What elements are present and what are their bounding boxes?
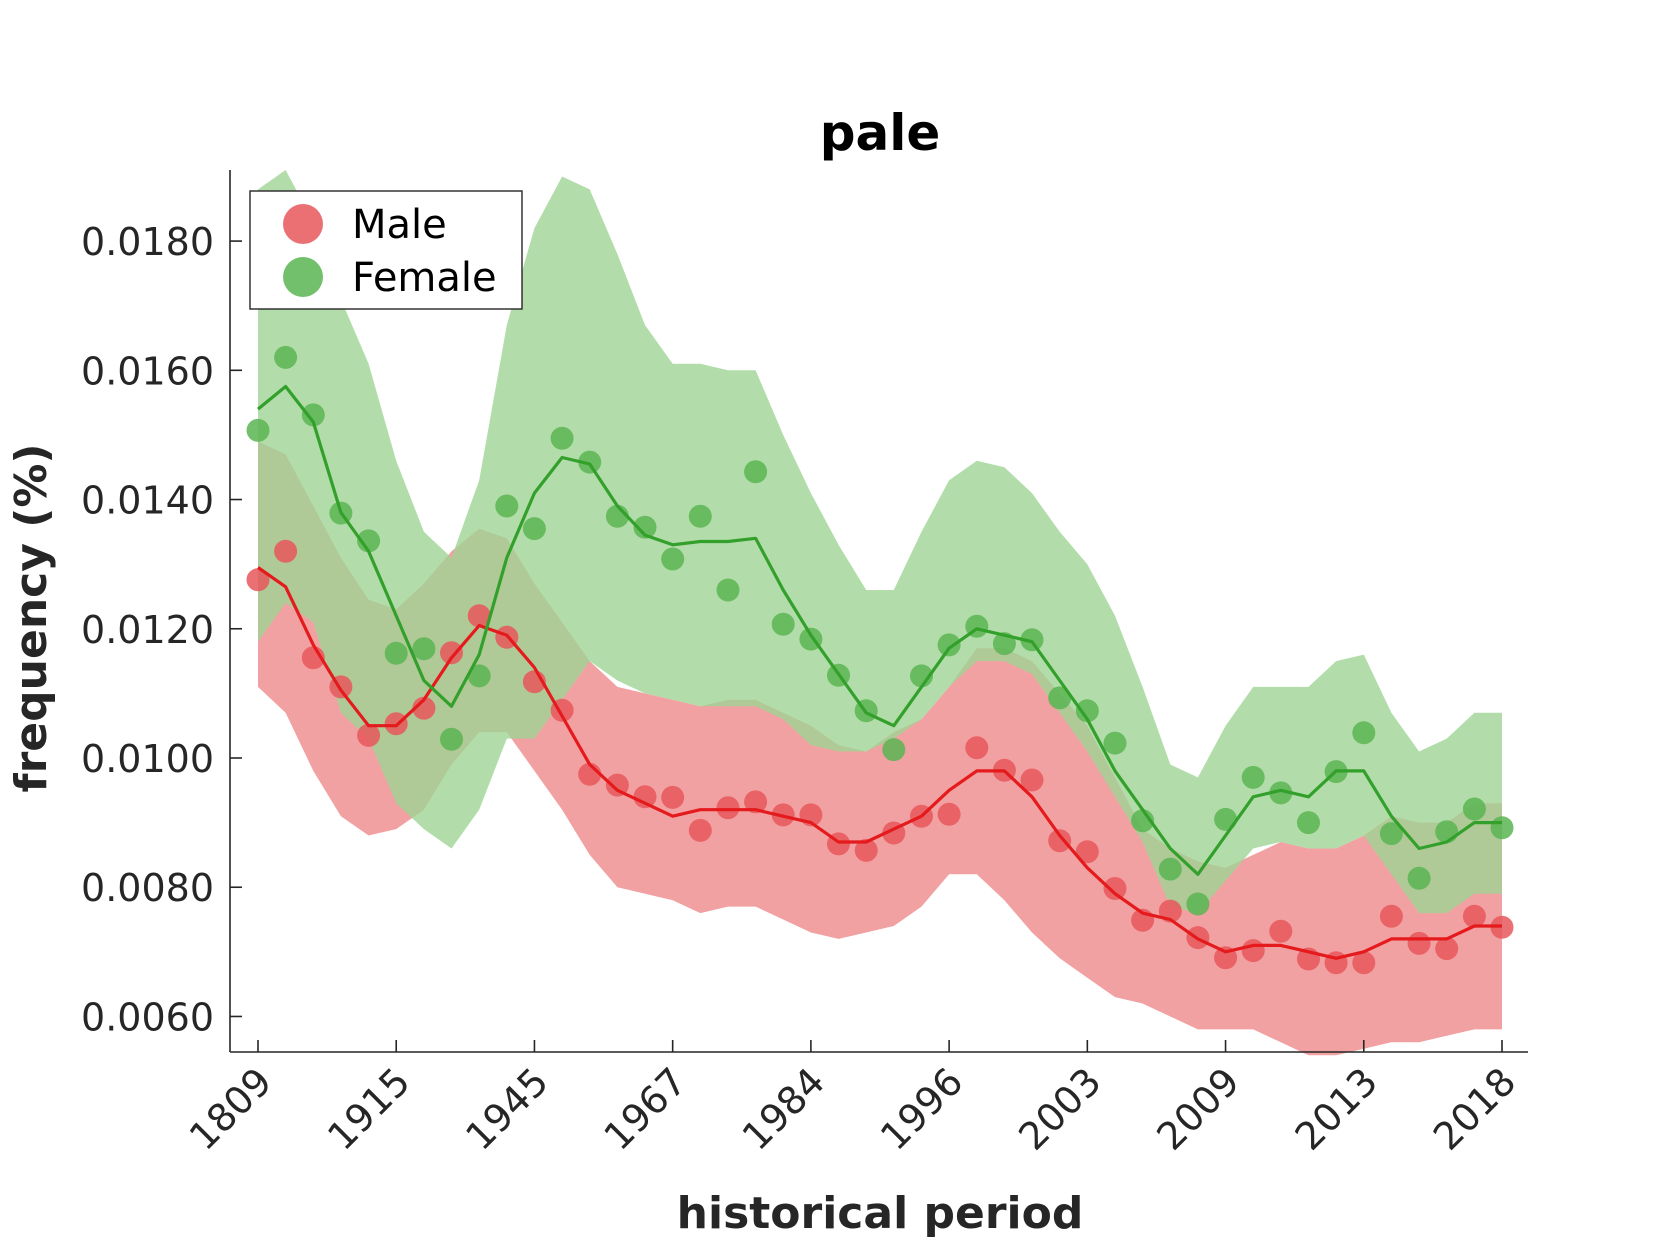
point-male-1 (274, 539, 298, 563)
legend-marker-male (283, 204, 323, 244)
point-female-24 (910, 664, 933, 688)
y-tick-label: 0.0100 (81, 737, 214, 781)
point-female-18 (744, 460, 768, 484)
point-female-35 (1214, 807, 1238, 831)
point-female-2 (301, 403, 325, 427)
point-male-18 (744, 790, 768, 814)
point-female-1 (274, 345, 298, 369)
y-tick-label: 0.0080 (81, 866, 214, 910)
x-axis-label: historical period (677, 1188, 1084, 1239)
point-female-33 (1158, 857, 1182, 881)
line-female (256, 384, 1502, 876)
point-female-5 (384, 641, 408, 665)
point-female-36 (1241, 765, 1265, 789)
point-male-28 (1020, 768, 1044, 792)
point-female-40 (1352, 721, 1376, 745)
point-female-12 (578, 450, 602, 474)
point-male-6 (412, 696, 436, 720)
point-male-29 (1048, 829, 1072, 853)
chart-title: pale (820, 104, 941, 162)
point-female-9 (495, 494, 519, 518)
point-female-25 (937, 633, 961, 657)
point-male-17 (716, 796, 740, 820)
point-female-14 (633, 515, 657, 539)
y-tick-label: 0.0060 (81, 995, 214, 1039)
point-female-4 (357, 529, 381, 553)
point-male-15 (661, 785, 685, 809)
plot-area (246, 170, 1514, 1056)
point-male-43 (1435, 937, 1459, 961)
point-male-0 (246, 568, 270, 592)
y-tick-label: 0.0180 (81, 220, 214, 264)
point-male-22 (854, 838, 878, 862)
point-male-16 (688, 818, 712, 842)
point-male-42 (1407, 931, 1431, 955)
y-tick-label: 0.0120 (81, 608, 214, 652)
point-male-36 (1241, 939, 1265, 963)
point-male-7 (440, 641, 463, 665)
point-female-11 (550, 426, 574, 450)
point-female-28 (1020, 628, 1044, 652)
y-axis-label: frequency (%) (6, 443, 57, 792)
point-female-16 (688, 504, 712, 528)
point-female-0 (246, 418, 270, 442)
point-female-31 (1103, 731, 1127, 755)
point-male-26 (965, 736, 989, 760)
point-female-15 (661, 547, 685, 571)
point-female-23 (882, 738, 906, 762)
y-tick-label: 0.0140 (81, 479, 214, 523)
point-female-34 (1186, 892, 1210, 916)
point-male-40 (1352, 951, 1376, 975)
point-male-37 (1269, 919, 1293, 943)
point-female-29 (1048, 686, 1072, 710)
point-male-30 (1075, 840, 1099, 864)
legend-label-male: Male (352, 202, 447, 248)
point-female-38 (1297, 811, 1320, 835)
point-female-45 (1490, 816, 1514, 840)
point-female-41 (1379, 822, 1403, 846)
point-male-8 (467, 604, 491, 628)
point-male-4 (357, 723, 381, 747)
point-female-7 (440, 727, 463, 751)
point-male-41 (1379, 904, 1403, 928)
point-female-30 (1075, 699, 1099, 723)
line-male (257, 566, 1502, 960)
point-female-44 (1462, 797, 1486, 821)
y-tick-label: 0.0160 (81, 349, 214, 393)
point-female-32 (1131, 809, 1155, 833)
point-male-44 (1462, 904, 1486, 928)
band-female (258, 170, 1502, 914)
point-male-13 (605, 773, 629, 797)
point-male-39 (1324, 951, 1348, 975)
point-male-31 (1103, 877, 1127, 900)
point-female-17 (716, 578, 740, 602)
legend-label-female: Female (352, 255, 497, 301)
point-male-14 (633, 785, 657, 809)
point-female-43 (1435, 820, 1459, 844)
point-male-25 (937, 802, 961, 826)
point-female-6 (412, 637, 436, 661)
point-female-19 (771, 612, 795, 636)
point-female-8 (467, 664, 491, 688)
point-female-37 (1269, 781, 1293, 805)
point-female-10 (522, 517, 546, 541)
point-female-42 (1407, 866, 1431, 890)
legend-marker-female (283, 257, 323, 297)
legend: Male Female (249, 190, 523, 310)
